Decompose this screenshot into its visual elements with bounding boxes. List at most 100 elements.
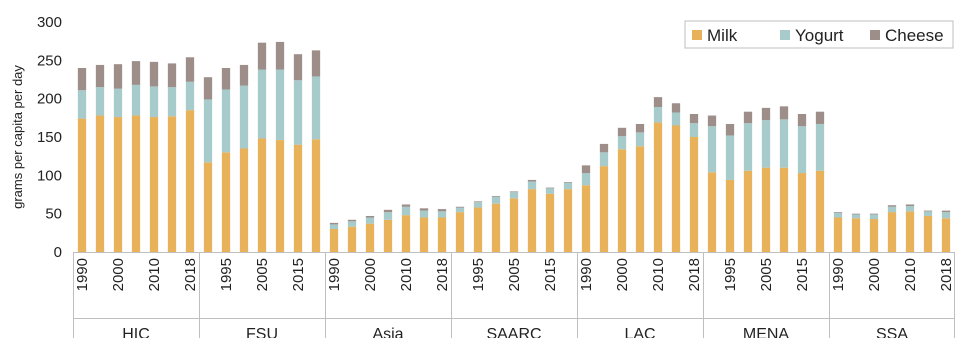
group-label: SSA [876,326,908,338]
bar-yogurt [473,202,483,208]
bar-cheese [365,215,375,218]
bar-yogurt [401,206,411,216]
bar-milk [545,193,555,252]
bar-yogurt [923,211,933,216]
bar-cheese [635,123,645,133]
bar-cheese [761,107,771,121]
bar-milk [347,226,357,252]
bar-milk [419,217,429,252]
bar-milk [707,172,717,252]
bar-milk [131,115,141,252]
y-tick-label: 0 [54,244,62,261]
bar-milk [851,218,861,252]
bar-cheese [257,42,267,70]
x-tick-label: 2000 [614,258,631,291]
bar-cheese [113,64,123,89]
bar-cheese [617,127,627,137]
axes: 0 50 100 150 200 250 300 1990 2000 2010 2018 HIC 199… [37,14,955,338]
x-tick-label: 2000 [866,258,883,291]
bar-milk [491,203,501,252]
bar-yogurt [221,89,231,153]
x-tick-label: 1990 [830,258,847,291]
bars [77,41,951,253]
bar-yogurt [779,119,789,168]
x-tick-label: 2005 [254,258,271,291]
bar-yogurt [131,84,141,116]
bar-milk [653,122,663,253]
x-tick-label: 2010 [146,258,163,291]
bar-cheese [239,64,249,86]
group-label: Asia [372,326,403,338]
bar-milk [869,219,879,252]
bar-cheese [797,114,807,127]
bar-milk [113,117,123,252]
x-tick-label: 2018 [938,258,955,291]
bar-yogurt [707,126,717,173]
bar-milk [239,148,249,252]
x-tick-label: 1990 [578,258,595,291]
bar-milk [581,185,591,252]
x-tick-label: 1995 [218,258,235,291]
x-tick-label: 2018 [182,258,199,291]
bar-yogurt [599,152,609,167]
bar-yogurt [113,88,123,118]
bar-cheese [311,50,321,77]
x-tick-label: 2000 [110,258,127,291]
bar-cheese [905,204,915,206]
bar-yogurt [293,80,303,145]
bar-yogurt [455,207,465,213]
bar-yogurt [203,99,213,163]
bar-yogurt [167,87,177,117]
x-tick-label: 2010 [398,258,415,291]
bar-cheese [455,206,465,208]
bar-milk [167,116,177,252]
bar-cheese [563,182,573,183]
y-axis-title: grams per capita per day [10,65,25,209]
x-tick-label: 2005 [506,258,523,291]
bar-milk [455,212,465,252]
y-tick-label: 100 [37,167,62,184]
bar-milk [509,198,519,252]
group-label: HIC [122,326,150,338]
bar-milk [185,110,195,252]
x-tick-label: 2005 [758,258,775,291]
bar-cheese [545,187,555,189]
bar-yogurt [509,192,519,199]
bar-milk [779,167,789,252]
x-tick-label: 2010 [902,258,919,291]
bar-milk [905,211,915,252]
bar-cheese [401,204,411,207]
bar-cheese [599,143,609,153]
bar-yogurt [149,86,159,118]
y-tick-label: 250 [37,52,62,69]
bar-cheese [833,212,843,213]
y-tick-label: 200 [37,91,62,108]
bar-yogurt [239,85,249,149]
bar-yogurt [635,132,645,147]
bar-milk [635,146,645,252]
bar-milk [833,217,843,252]
bar-yogurt [815,123,825,171]
bar-cheese [923,210,933,212]
group-label: MENA [743,326,790,338]
bar-milk [77,118,87,252]
bar-milk [815,170,825,252]
bar-milk [329,229,339,252]
legend-label-yogurt: Yogurt [795,26,844,45]
bar-milk [203,162,213,252]
y-tick-label: 50 [45,206,62,223]
x-tick-label: 1995 [470,258,487,291]
bar-cheese [653,97,663,108]
bar-milk [149,117,159,252]
bar-cheese [203,77,213,100]
bar-cheese [167,63,177,88]
y-tick-label: 150 [37,129,62,146]
bar-milk [671,125,681,252]
group-label: FSU [246,326,278,338]
bar-cheese [869,213,879,215]
bar-cheese [707,115,717,127]
bar-cheese [293,54,303,81]
bar-milk [257,138,267,252]
y-tick-label: 300 [37,14,62,31]
